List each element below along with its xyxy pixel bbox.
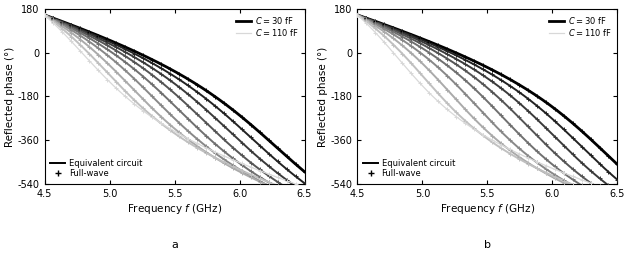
Legend: Equivalent circuit, Full-wave: Equivalent circuit, Full-wave	[362, 157, 457, 180]
Y-axis label: Reflected phase (°): Reflected phase (°)	[318, 46, 328, 147]
Legend: Equivalent circuit, Full-wave: Equivalent circuit, Full-wave	[49, 157, 144, 180]
X-axis label: Frequency $f$ (GHz): Frequency $f$ (GHz)	[127, 202, 222, 216]
Text: a: a	[171, 240, 178, 250]
X-axis label: Frequency $f$ (GHz): Frequency $f$ (GHz)	[440, 202, 535, 216]
Y-axis label: Reflected phase (°): Reflected phase (°)	[5, 46, 15, 147]
Text: b: b	[484, 240, 491, 250]
